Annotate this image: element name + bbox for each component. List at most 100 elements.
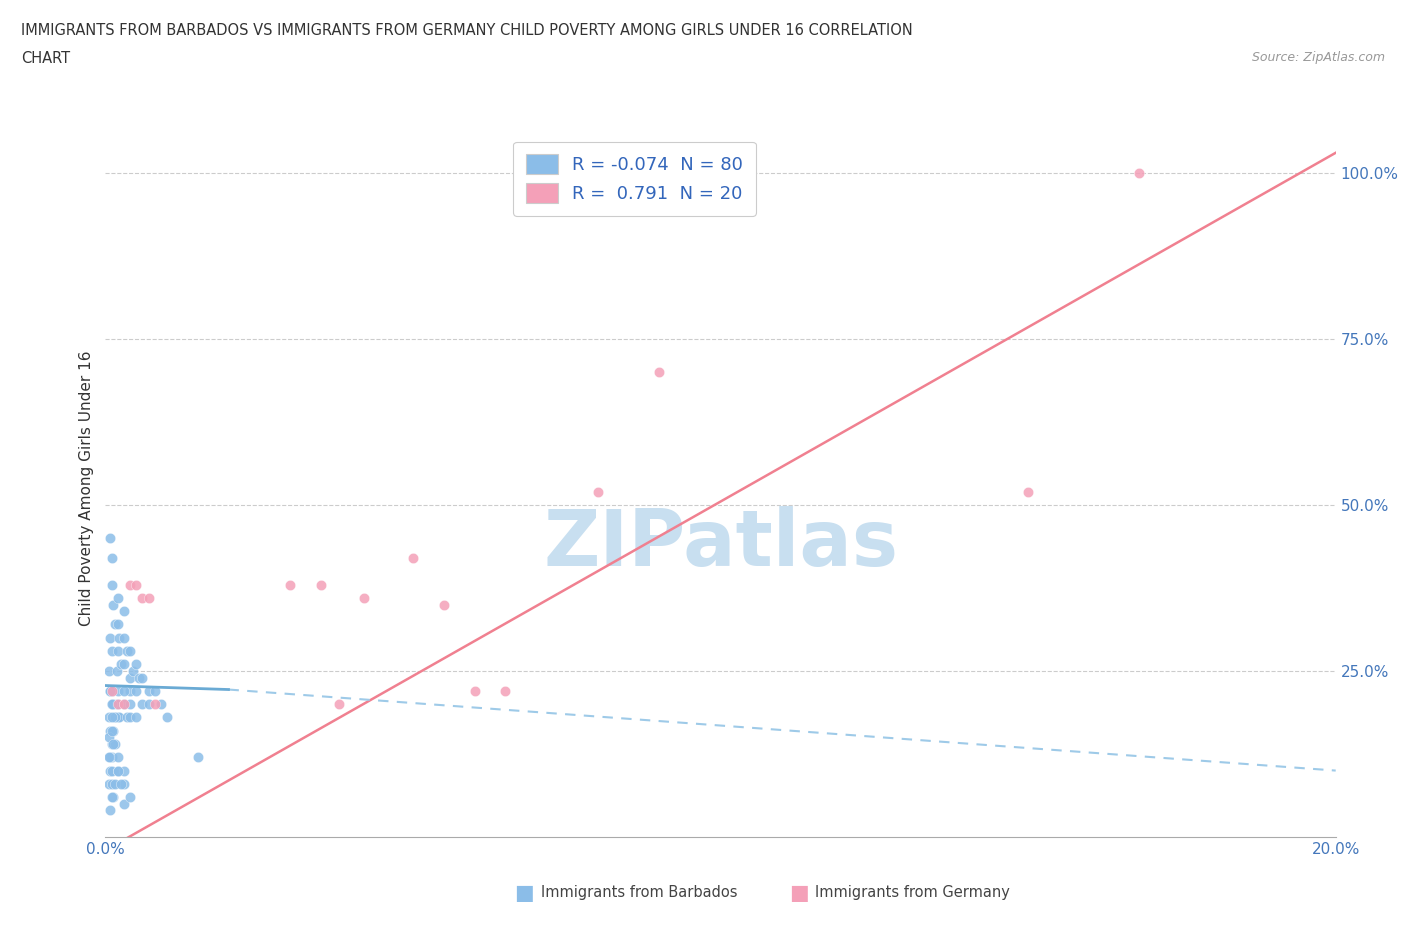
Point xyxy=(138,684,160,698)
Point xyxy=(120,644,141,658)
Point xyxy=(107,697,129,711)
Point xyxy=(100,777,122,791)
Point xyxy=(1017,485,1039,499)
Point xyxy=(120,697,141,711)
Point xyxy=(101,597,124,612)
Text: ■: ■ xyxy=(515,883,534,903)
Point xyxy=(100,764,122,778)
Point xyxy=(100,697,122,711)
Point xyxy=(100,750,122,764)
Point xyxy=(112,657,135,671)
Point xyxy=(138,591,160,605)
Point xyxy=(98,750,121,764)
Point xyxy=(100,724,122,738)
Point xyxy=(353,591,375,605)
Point xyxy=(586,485,609,499)
Point xyxy=(107,684,129,698)
Point xyxy=(143,697,166,711)
Point xyxy=(112,604,135,618)
Point xyxy=(101,724,124,738)
Point xyxy=(100,790,122,804)
Point xyxy=(110,657,132,671)
Point xyxy=(112,697,135,711)
Point xyxy=(464,684,486,698)
Text: IMMIGRANTS FROM BARBADOS VS IMMIGRANTS FROM GERMANY CHILD POVERTY AMONG GIRLS UN: IMMIGRANTS FROM BARBADOS VS IMMIGRANTS F… xyxy=(21,23,912,38)
Point xyxy=(100,644,122,658)
Point xyxy=(494,684,516,698)
Point xyxy=(112,777,135,791)
Point xyxy=(98,777,121,791)
Point xyxy=(107,617,129,631)
Point xyxy=(128,671,150,685)
Point xyxy=(648,365,671,379)
Point xyxy=(97,710,120,724)
Point xyxy=(120,578,141,592)
Point xyxy=(100,684,122,698)
Point xyxy=(101,790,124,804)
Point xyxy=(125,578,148,592)
Point xyxy=(98,684,122,698)
Point xyxy=(120,790,141,804)
Point xyxy=(107,697,129,711)
Point xyxy=(107,710,129,724)
Point xyxy=(125,710,148,724)
Legend: R = -0.074  N = 80, R =  0.791  N = 20: R = -0.074 N = 80, R = 0.791 N = 20 xyxy=(513,141,756,216)
Point xyxy=(131,697,153,711)
Point xyxy=(402,551,425,565)
Point xyxy=(120,710,141,724)
Text: Immigrants from Barbados: Immigrants from Barbados xyxy=(541,885,738,900)
Point xyxy=(97,663,120,678)
Point xyxy=(156,710,179,724)
Point xyxy=(105,697,128,711)
Point xyxy=(115,644,138,658)
Point xyxy=(143,684,166,698)
Point xyxy=(101,697,124,711)
Text: CHART: CHART xyxy=(21,51,70,66)
Point xyxy=(112,631,135,645)
Point xyxy=(98,684,122,698)
Point xyxy=(131,591,153,605)
Point xyxy=(100,684,122,698)
Point xyxy=(100,737,122,751)
Point xyxy=(110,777,132,791)
Point xyxy=(108,710,131,724)
Point xyxy=(1128,166,1150,180)
Point xyxy=(100,697,122,711)
Text: Immigrants from Germany: Immigrants from Germany xyxy=(815,885,1011,900)
Point xyxy=(100,710,122,724)
Point xyxy=(100,551,122,565)
Point xyxy=(98,531,122,546)
Point xyxy=(278,578,301,592)
Point xyxy=(105,663,128,678)
Point xyxy=(125,684,148,698)
Text: ZIPatlas: ZIPatlas xyxy=(543,506,898,582)
Point xyxy=(108,631,131,645)
Point xyxy=(97,730,120,745)
Point xyxy=(433,597,456,612)
Point xyxy=(100,578,122,592)
Point xyxy=(104,737,127,751)
Point xyxy=(104,617,127,631)
Point xyxy=(131,671,153,685)
Point xyxy=(149,697,172,711)
Point xyxy=(122,663,145,678)
Point xyxy=(120,684,141,698)
Point xyxy=(104,777,127,791)
Point xyxy=(115,710,138,724)
Point xyxy=(98,750,122,764)
Point xyxy=(125,657,148,671)
Point xyxy=(107,750,129,764)
Point xyxy=(112,684,135,698)
Text: Source: ZipAtlas.com: Source: ZipAtlas.com xyxy=(1251,51,1385,64)
Point xyxy=(107,591,129,605)
Point xyxy=(112,697,135,711)
Point xyxy=(112,796,135,811)
Point xyxy=(138,697,160,711)
Point xyxy=(112,764,135,778)
Point xyxy=(98,631,122,645)
Point xyxy=(107,764,129,778)
Point xyxy=(98,803,122,817)
Point xyxy=(328,697,350,711)
Point xyxy=(187,750,209,764)
Point xyxy=(101,737,124,751)
